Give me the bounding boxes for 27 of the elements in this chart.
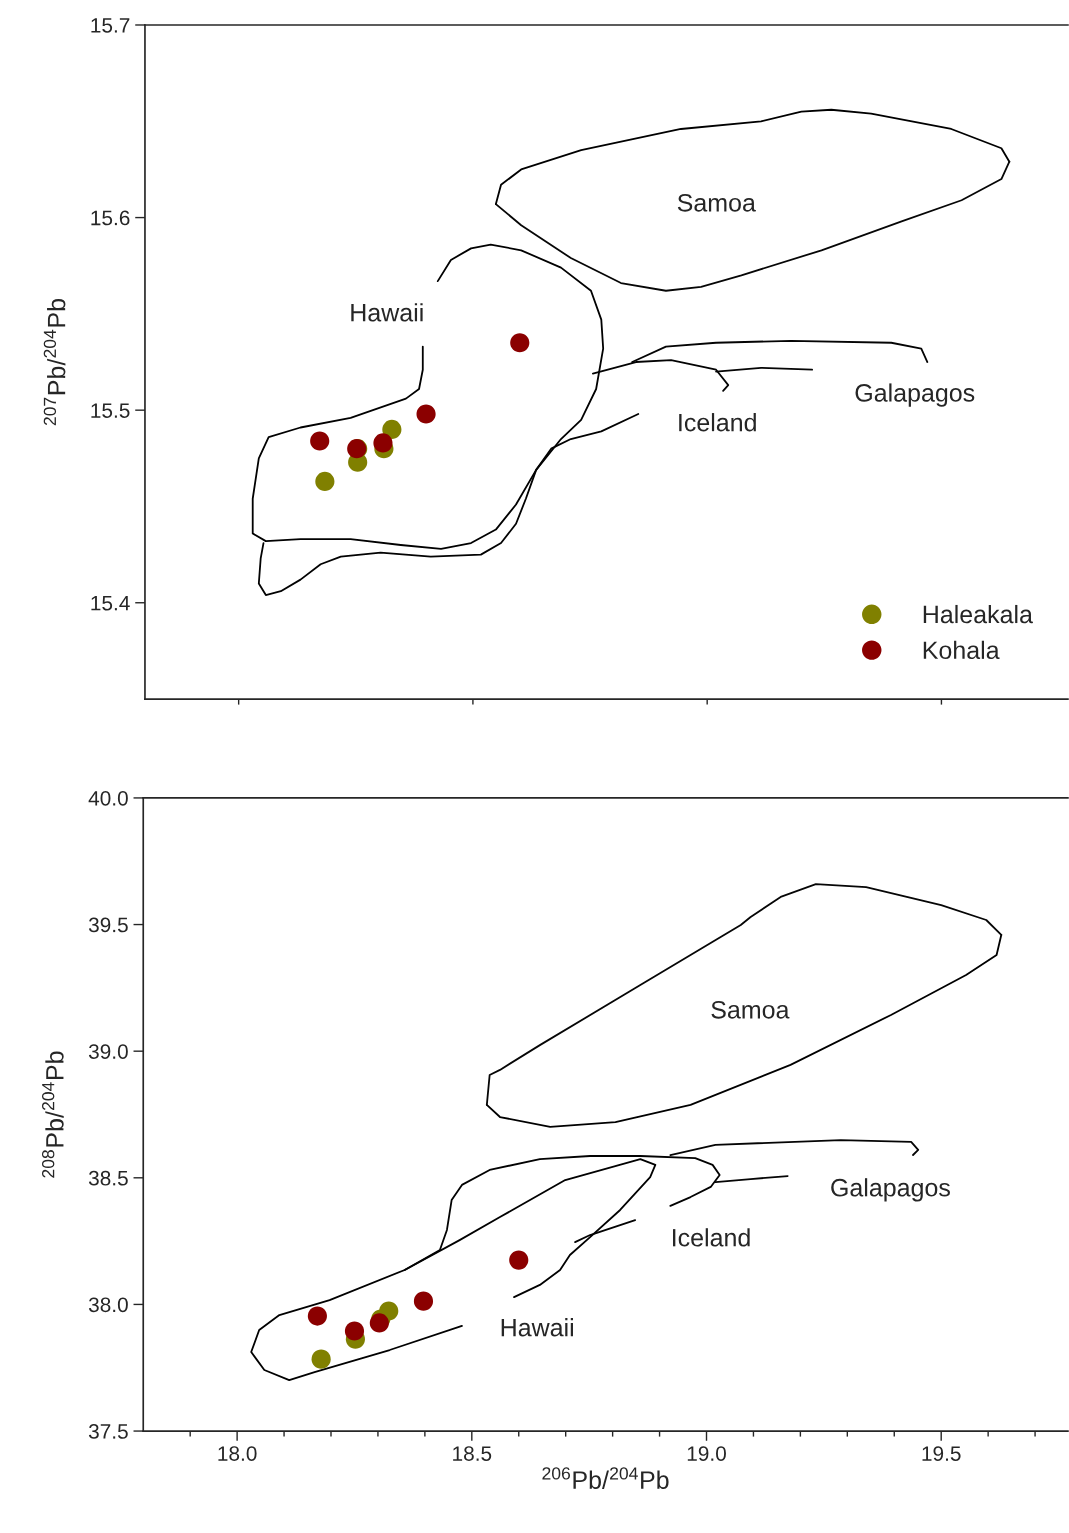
annotation: Galapagos — [855, 383, 975, 407]
annotation: Hawaii — [501, 1318, 573, 1337]
legend-label: Kohala — [923, 640, 1000, 660]
annotation: Hawaii — [351, 303, 423, 322]
x-tick-label: 19.5 — [922, 1446, 961, 1461]
annotation: Samoa — [711, 1000, 790, 1019]
annotation: Galapagos — [831, 1178, 950, 1202]
y-tick-label: 15.6 — [91, 210, 130, 226]
annotation: Iceland — [679, 413, 756, 432]
x-axis-title: $^{206}$Pb/$^{204}$Pb — [542, 1467, 669, 1489]
y-tick-label: 38.0 — [88, 1297, 128, 1313]
y-tick-label: 15.7 — [91, 18, 130, 33]
y-axis-title: $^{207}$Pb/$^{204}$Pb — [43, 299, 66, 426]
y-tick-label: 38.5 — [88, 1170, 128, 1186]
x-tick-label: 18.0 — [218, 1446, 257, 1461]
y-tick-label: 39.5 — [88, 917, 128, 933]
x-tick-label: 19.0 — [687, 1446, 726, 1461]
y-axis-title: $^{208}$Pb/$^{204}$Pb — [41, 1051, 64, 1178]
legend-label: Haleakala — [923, 604, 1033, 624]
x-tick-label: 18.5 — [453, 1446, 492, 1461]
y-tick-label: 15.4 — [91, 595, 130, 611]
y-tick-label: 39.0 — [88, 1044, 128, 1059]
y-tick-label: 15.5 — [91, 403, 130, 418]
y-tick-label: 40.0 — [88, 790, 128, 806]
annotation: Iceland — [673, 1228, 750, 1247]
y-tick-label: 37.5 — [88, 1424, 128, 1439]
annotation: Samoa — [677, 193, 756, 212]
